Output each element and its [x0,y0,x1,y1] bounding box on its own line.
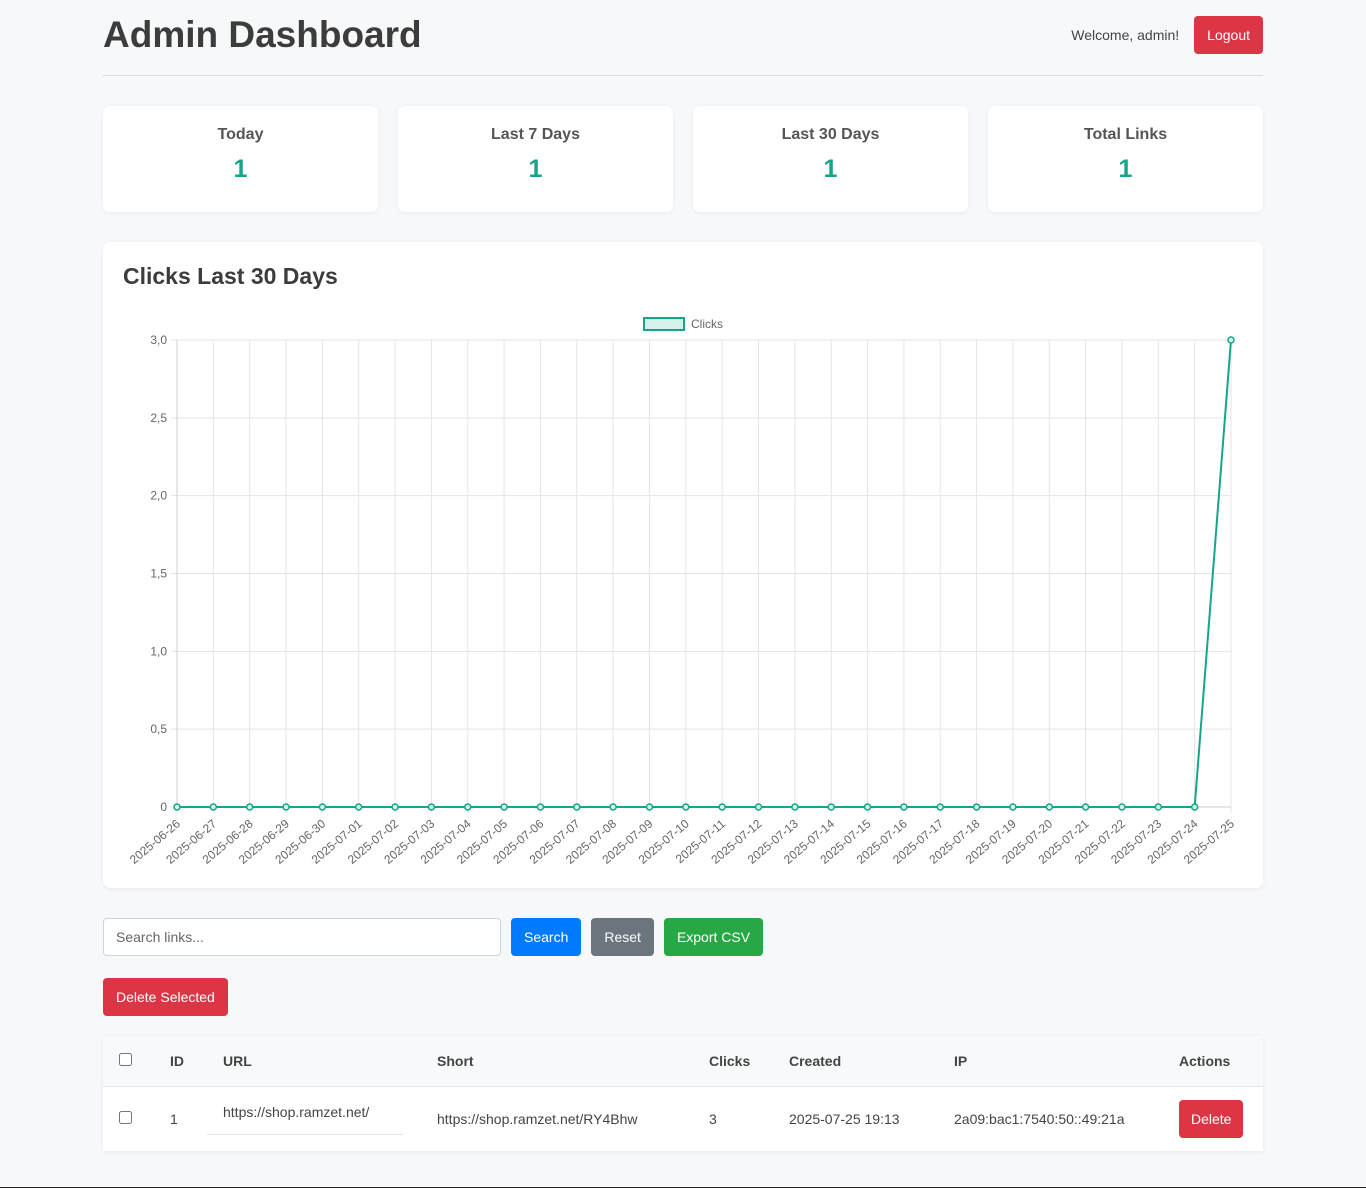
stat-value: 1 [233,155,248,183]
data-point [1190,803,1199,811]
row-delete-button[interactable]: Delete [1179,1100,1244,1138]
table-row: 1 https://shop.ramzet.net/ https://shop.… [103,1087,1263,1152]
stat-label: Last 30 Days [781,126,880,143]
row-short: https://shop.ramzet.net/RY4Bhw [437,1111,638,1127]
stat-value: 1 [823,155,838,183]
stat-value: 1 [528,155,543,183]
clicks-line-chart: 00,51,01,52,02,53,02025-06-262025-06-272… [127,317,1237,867]
data-point [1045,803,1054,811]
row-clicks: 3 [709,1111,717,1127]
data-point [500,803,508,811]
stat-value: 1 [1118,155,1133,183]
y-tick-label: 1,0 [150,644,167,658]
user-box: Welcome, admin! Logout [1071,15,1263,54]
logout-button[interactable]: Logout [1194,15,1263,54]
data-point [1227,336,1235,344]
data-point [1154,803,1163,811]
data-point [1009,803,1017,811]
data-point [936,803,944,811]
series-line-clicks [177,339,1232,808]
data-point [1081,803,1090,811]
data-point [645,803,654,811]
search-button[interactable]: Search [511,918,582,956]
stat-label: Total Links [1083,126,1168,143]
stat-card-total-links: Total Links 1 [988,106,1263,212]
y-tick-label: 1,5 [150,567,167,581]
data-point [900,803,908,811]
chart-card: Clicks Last 30 Days 0 0,5 1,0 1,5 2,0 2,5 3,0 2… [103,242,1263,888]
data-point [354,803,363,811]
row-actions: Delete [1178,1087,1263,1152]
data-point [718,803,726,811]
stat-label: Last 7 Days [491,126,580,143]
search-input[interactable] [103,918,501,956]
page-header: Admin Dashboard Welcome, admin! Logout [103,0,1263,76]
data-point [791,803,799,811]
table-header-row: ID URL Short Clicks Created IP Actions [103,1036,1263,1087]
data-point [464,803,472,811]
row-ip: 2a09:bac1:7540:50::49:21a [954,1111,1125,1127]
header-clicks: Clicks [708,1036,788,1087]
stat-label: Today [217,126,264,143]
data-point [536,803,545,811]
row-checkbox[interactable] [119,1111,132,1124]
header-short: Short [436,1036,708,1087]
data-point [318,803,327,811]
y-tick-label: 2,5 [150,411,167,425]
header-url: URL [222,1036,436,1087]
select-all-checkbox[interactable] [119,1053,132,1066]
header-id: ID [165,1036,222,1087]
header-created: Created [788,1036,953,1087]
dashboard-container: Admin Dashboard Welcome, admin! Logout T… [103,0,1263,888]
welcome-text: Welcome, admin! [1071,26,1180,43]
delete-selected-button[interactable]: Delete Selected [103,978,228,1016]
data-point [827,803,835,811]
reset-button[interactable]: Reset [591,918,654,956]
data-point [754,803,763,811]
stat-card-last-7-days: Last 7 Days 1 [398,106,673,212]
row-checkbox-cell [103,1087,165,1152]
data-point [682,803,690,811]
row-url-cell: https://shop.ramzet.net/ [207,1087,436,1152]
row-url: https://shop.ramzet.net/ [207,1104,403,1135]
export-csv-button[interactable]: Export CSV [663,918,764,956]
links-table: ID URL Short Clicks Created IP Actions 1… [103,1036,1263,1151]
chart-title: Clicks Last 30 Days [123,263,338,289]
y-tick-label: 0,5 [150,722,167,736]
data-point [609,803,617,811]
page-title: Admin Dashboard [103,13,422,55]
stat-card-today: Today 1 [103,106,378,212]
links-table-card: ID URL Short Clicks Created IP Actions 1… [103,1036,1263,1151]
y-tick-label: 0 [160,800,167,814]
data-point [1118,803,1126,811]
header-ip: IP [953,1036,1178,1087]
search-controls: Search Reset Export CSV [103,918,764,956]
row-created: 2025-07-25 19:13 [789,1111,900,1127]
y-tick-label: 2,0 [150,489,167,503]
data-point [282,803,290,811]
header-actions: Actions [1178,1036,1263,1087]
data-point [427,803,436,811]
stat-card-last-30-days: Last 30 Days 1 [693,106,968,212]
legend-label-clicks: Clicks [691,317,723,331]
data-point [573,803,581,811]
row-id: 1 [170,1111,178,1127]
legend-swatch-clicks [643,317,685,331]
data-point [173,803,181,811]
header-checkbox-cell [103,1036,165,1087]
data-point [972,803,981,811]
data-point [391,803,399,811]
y-tick-label: 3,0 [150,333,167,347]
data-point [245,803,254,811]
stats-row: Today 1 Last 7 Days 1 Last 30 Days 1 Tot… [103,106,1263,212]
data-point [863,803,872,811]
data-point [209,803,218,811]
